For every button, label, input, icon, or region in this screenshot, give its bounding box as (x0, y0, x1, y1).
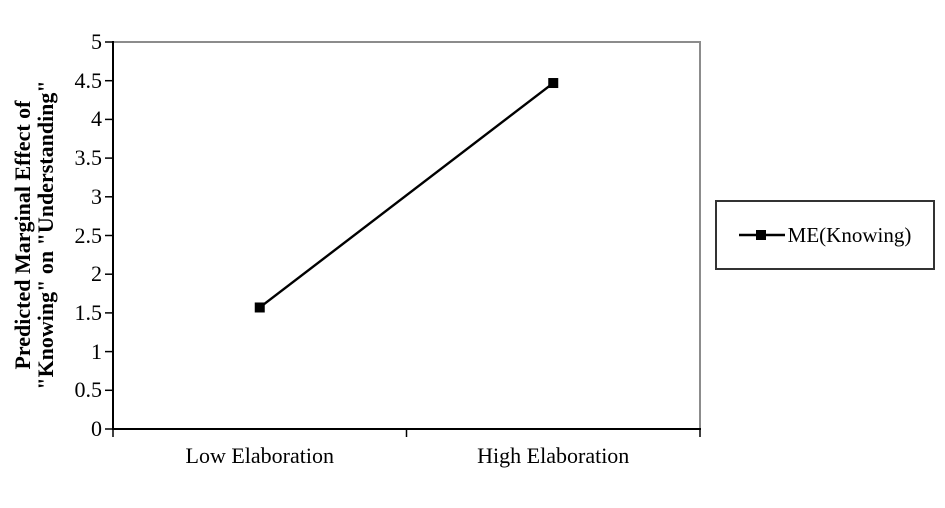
legend-label: ME(Knowing) (787, 222, 912, 247)
data-point-marker (548, 78, 559, 89)
series-line (259, 82, 554, 309)
data-point-marker (254, 302, 265, 313)
legend-box: ME(Knowing) (715, 200, 935, 270)
legend-line-marker-icon (738, 230, 785, 240)
